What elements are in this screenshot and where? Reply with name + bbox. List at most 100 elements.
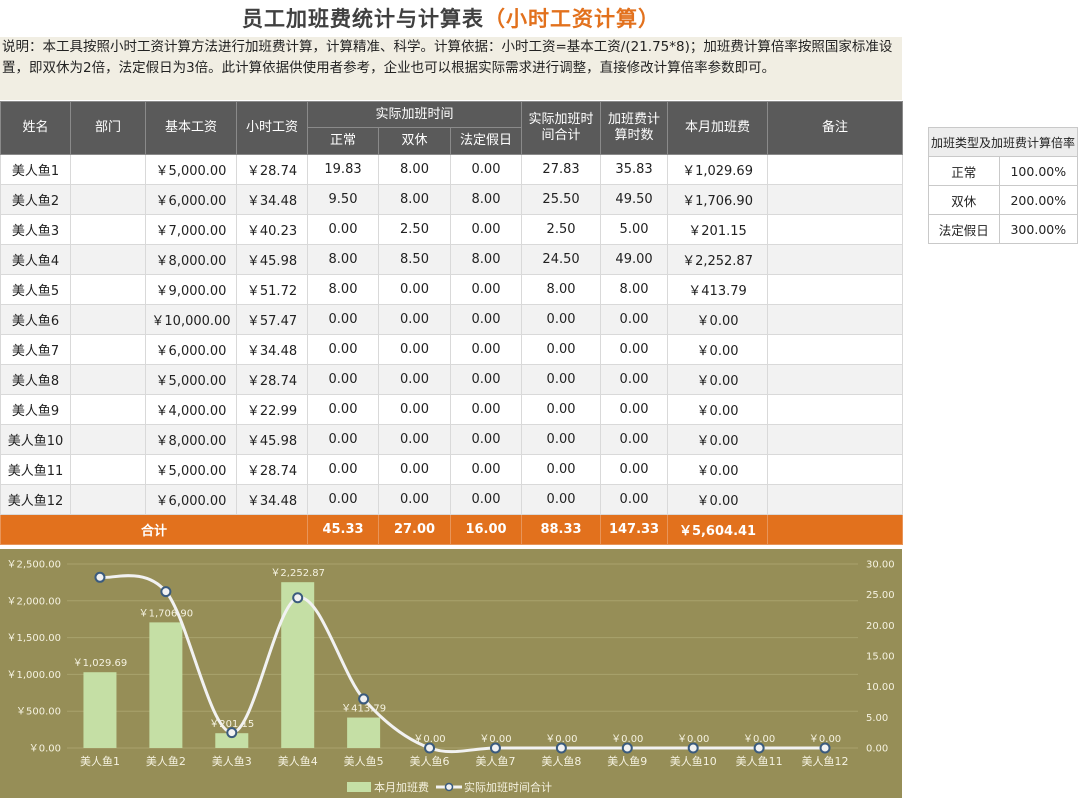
cell-note[interactable] <box>767 244 904 275</box>
cell-total-hours[interactable]: 0.00 <box>521 484 602 515</box>
cell-holiday[interactable]: 8.00 <box>449 184 523 215</box>
cell-name[interactable]: 美人鱼9 <box>0 394 71 425</box>
cell-base[interactable]: ￥6,000.00 <box>145 334 237 365</box>
cell-name[interactable]: 美人鱼3 <box>0 214 71 245</box>
cell-holiday[interactable]: 0.00 <box>449 364 523 395</box>
cell-note[interactable] <box>767 184 904 215</box>
cell-normal[interactable]: 9.50 <box>307 184 379 215</box>
cell-hourly[interactable]: ￥34.48 <box>236 184 308 215</box>
cell-weekend[interactable]: 8.50 <box>378 244 451 275</box>
rate-value[interactable]: 100.00% <box>998 156 1079 186</box>
cell-pay-hours[interactable]: 0.00 <box>600 424 669 455</box>
cell-note[interactable] <box>767 484 904 515</box>
cell-total-hours[interactable]: 0.00 <box>521 364 602 395</box>
cell-base[interactable]: ￥6,000.00 <box>145 184 237 215</box>
cell-dept[interactable] <box>70 184 146 215</box>
cell-pay-hours[interactable]: 0.00 <box>600 484 669 515</box>
cell-hourly[interactable]: ￥40.23 <box>236 214 308 245</box>
col-header-actual-group[interactable]: 实际加班时间 <box>306 101 523 128</box>
cell-note[interactable] <box>767 334 904 365</box>
cell-name[interactable]: 美人鱼6 <box>0 304 71 335</box>
cell-hourly[interactable]: ￥28.74 <box>236 154 308 185</box>
cell-holiday[interactable]: 0.00 <box>449 454 523 485</box>
cell-month-pay[interactable]: ￥0.00 <box>667 334 769 365</box>
cell-holiday[interactable]: 0.00 <box>449 484 523 515</box>
cell-base[interactable]: ￥4,000.00 <box>145 394 237 425</box>
cell-month-pay[interactable]: ￥0.00 <box>667 364 769 395</box>
cell-hourly[interactable]: ￥34.48 <box>236 334 308 365</box>
cell-normal[interactable]: 0.00 <box>307 334 379 365</box>
cell-month-pay[interactable]: ￥1,706.90 <box>667 184 769 215</box>
cell-name[interactable]: 美人鱼4 <box>0 244 71 275</box>
cell-base[interactable]: ￥5,000.00 <box>145 154 237 185</box>
cell-month-pay[interactable]: ￥0.00 <box>667 424 769 455</box>
cell-base[interactable]: ￥5,000.00 <box>145 454 237 485</box>
cell-note[interactable] <box>767 274 904 305</box>
cell-name[interactable]: 美人鱼11 <box>0 454 71 485</box>
total-normal[interactable]: 45.33 <box>307 514 379 545</box>
cell-total-hours[interactable]: 0.00 <box>521 454 602 485</box>
cell-dept[interactable] <box>70 364 146 395</box>
cell-total-hours[interactable]: 0.00 <box>521 424 602 455</box>
rate-table-header[interactable]: 加班类型及加班费计算倍率 <box>928 127 1078 157</box>
cell-total-hours[interactable]: 0.00 <box>521 334 602 365</box>
cell-name[interactable]: 美人鱼7 <box>0 334 71 365</box>
cell-dept[interactable] <box>70 424 146 455</box>
cell-hourly[interactable]: ￥34.48 <box>236 484 308 515</box>
cell-base[interactable]: ￥6,000.00 <box>145 484 237 515</box>
rate-value[interactable]: 300.00% <box>998 214 1079 244</box>
cell-base[interactable]: ￥5,000.00 <box>145 364 237 395</box>
cell-hourly[interactable]: ￥57.47 <box>236 304 308 335</box>
cell-note[interactable] <box>767 364 904 395</box>
cell-note[interactable] <box>767 424 904 455</box>
cell-pay-hours[interactable]: 49.50 <box>600 184 669 215</box>
total-holiday[interactable]: 16.00 <box>449 514 523 545</box>
col-header-note[interactable]: 备注 <box>767 101 904 155</box>
cell-hourly[interactable]: ￥51.72 <box>236 274 308 305</box>
col-header-total-hours[interactable]: 实际加班时间合计 <box>521 101 602 155</box>
cell-normal[interactable]: 8.00 <box>307 274 379 305</box>
cell-weekend[interactable]: 0.00 <box>378 304 451 335</box>
cell-note[interactable] <box>767 394 904 425</box>
cell-name[interactable]: 美人鱼12 <box>0 484 71 515</box>
col-header-weekend[interactable]: 双休 <box>378 127 451 155</box>
col-header-dept[interactable]: 部门 <box>70 101 146 155</box>
cell-holiday[interactable]: 0.00 <box>449 334 523 365</box>
col-header-base[interactable]: 基本工资 <box>145 101 237 155</box>
cell-weekend[interactable]: 0.00 <box>378 454 451 485</box>
cell-base[interactable]: ￥8,000.00 <box>145 424 237 455</box>
cell-month-pay[interactable]: ￥1,029.69 <box>667 154 769 185</box>
cell-note[interactable] <box>767 304 904 335</box>
cell-holiday[interactable]: 0.00 <box>449 304 523 335</box>
cell-month-pay[interactable]: ￥2,252.87 <box>667 244 769 275</box>
col-header-pay-hours[interactable]: 加班费计算时数 <box>600 101 669 155</box>
cell-normal[interactable]: 0.00 <box>307 214 379 245</box>
cell-pay-hours[interactable]: 8.00 <box>600 274 669 305</box>
rate-type[interactable]: 法定假日 <box>928 214 1000 244</box>
cell-hourly[interactable]: ￥45.98 <box>236 424 308 455</box>
cell-month-pay[interactable]: ￥201.15 <box>667 214 769 245</box>
cell-dept[interactable] <box>70 334 146 365</box>
cell-weekend[interactable]: 0.00 <box>378 424 451 455</box>
cell-pay-hours[interactable]: 0.00 <box>600 334 669 365</box>
cell-weekend[interactable]: 8.00 <box>378 154 451 185</box>
cell-pay-hours[interactable]: 49.00 <box>600 244 669 275</box>
cell-weekend[interactable]: 0.00 <box>378 394 451 425</box>
cell-normal[interactable]: 19.83 <box>307 154 379 185</box>
cell-pay-hours[interactable]: 0.00 <box>600 454 669 485</box>
cell-normal[interactable]: 0.00 <box>307 304 379 335</box>
cell-month-pay[interactable]: ￥0.00 <box>667 394 769 425</box>
cell-holiday[interactable]: 0.00 <box>449 274 523 305</box>
cell-note[interactable] <box>767 454 904 485</box>
cell-total-hours[interactable]: 0.00 <box>521 394 602 425</box>
cell-total-hours[interactable]: 8.00 <box>521 274 602 305</box>
cell-pay-hours[interactable]: 5.00 <box>600 214 669 245</box>
col-header-name[interactable]: 姓名 <box>0 101 71 155</box>
rate-type[interactable]: 双休 <box>928 185 1000 215</box>
cell-dept[interactable] <box>70 484 146 515</box>
cell-hourly[interactable]: ￥28.74 <box>236 364 308 395</box>
cell-note[interactable] <box>767 214 904 245</box>
rate-type[interactable]: 正常 <box>928 156 1000 186</box>
cell-normal[interactable]: 0.00 <box>307 394 379 425</box>
cell-dept[interactable] <box>70 154 146 185</box>
